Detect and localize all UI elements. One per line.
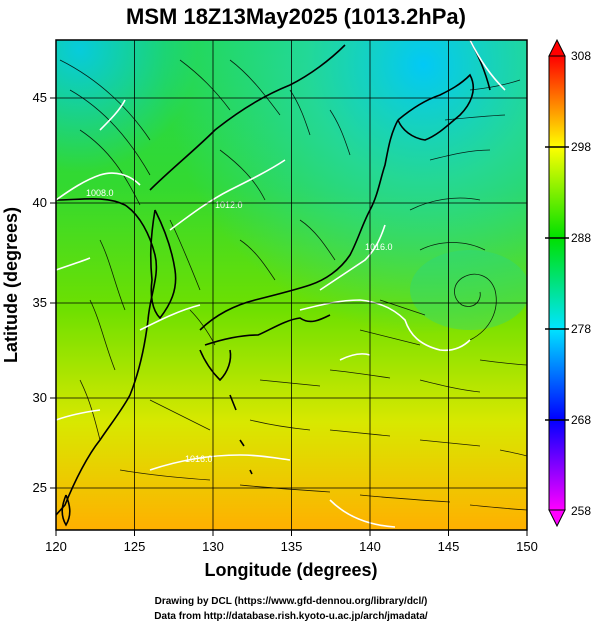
map-plot-area: 1008.0 1012.0 1016.0 1016.0 xyxy=(56,40,527,530)
y-axis-label: Latitude (degrees) xyxy=(1,207,21,363)
isobar-label: 1012.0 xyxy=(215,200,243,210)
colorbar-min-arrow xyxy=(548,509,566,528)
colorbar: 308 298 288 278 268 258 xyxy=(545,38,591,528)
colorbar-tick-label: 258 xyxy=(571,504,591,518)
map-title: MSM 18Z13May2025 (1013.2hPa) xyxy=(126,4,466,29)
y-tick-label: 30 xyxy=(33,390,47,405)
coastlines xyxy=(56,40,491,527)
x-tick-label: 130 xyxy=(202,539,224,554)
cool-eddy xyxy=(410,250,527,330)
y-tick-label: 40 xyxy=(33,195,47,210)
colorbar-tick-label: 278 xyxy=(571,322,591,336)
x-tick-label: 120 xyxy=(45,539,67,554)
isobar-contours xyxy=(56,40,506,528)
x-axis: 120 125 130 135 140 145 150 Longitude (d… xyxy=(45,530,538,580)
x-axis-label: Longitude (degrees) xyxy=(204,560,377,580)
y-tick-label: 35 xyxy=(33,295,47,310)
credit-line-data: Data from http://database.rish.kyoto-u.a… xyxy=(154,611,428,622)
colorbar-tick-label: 308 xyxy=(571,49,591,63)
colorbar-tick-label: 298 xyxy=(571,140,591,154)
isobar-label: 1016.0 xyxy=(185,454,213,464)
colorbar-max-arrow xyxy=(548,38,566,57)
lat-lon-grid xyxy=(56,40,527,530)
x-tick-label: 125 xyxy=(124,539,146,554)
y-axis: 45 40 35 30 25 Latitude (degrees) xyxy=(1,90,56,495)
y-tick-label: 25 xyxy=(33,480,47,495)
colorbar-scale xyxy=(548,55,566,511)
isobar-labels: 1008.0 1012.0 1016.0 1016.0 xyxy=(86,188,393,464)
x-tick-label: 135 xyxy=(281,539,303,554)
credit-line-drawing: Drawing by DCL (https://www.gfd-dennou.o… xyxy=(155,596,428,607)
y-tick-label: 45 xyxy=(33,90,47,105)
colorbar-tick-label: 268 xyxy=(571,413,591,427)
wind-streamlines xyxy=(59,59,527,511)
x-tick-label: 150 xyxy=(516,539,538,554)
colorbar-tick-label: 288 xyxy=(571,231,591,245)
x-tick-label: 145 xyxy=(438,539,460,554)
isobar-label: 1016.0 xyxy=(365,242,393,252)
isobar-label: 1008.0 xyxy=(86,188,114,198)
x-tick-label: 140 xyxy=(359,539,381,554)
